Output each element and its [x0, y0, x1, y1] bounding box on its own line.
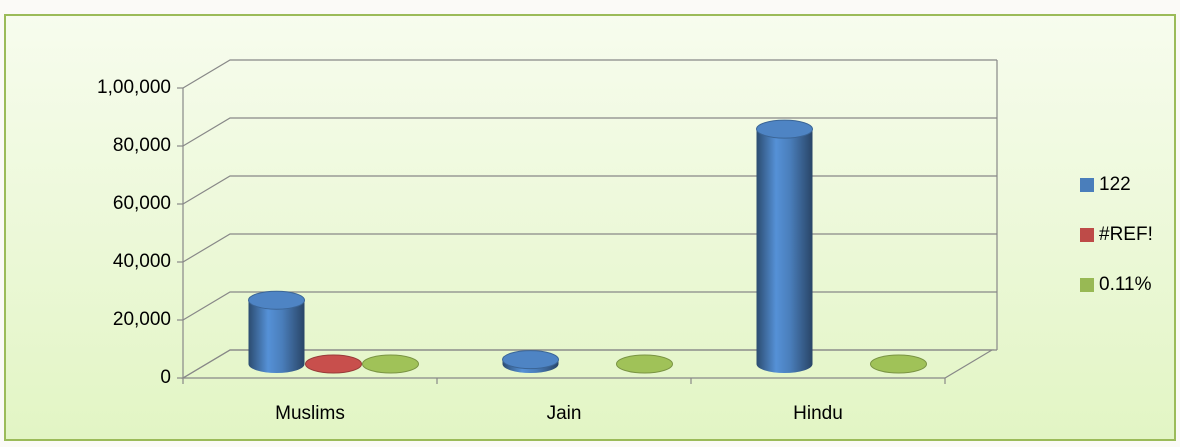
- y-tick-label: 0: [160, 367, 171, 388]
- grid-line: [182, 59, 997, 89]
- grid-line: [182, 349, 997, 379]
- chart-area: [4, 14, 1176, 441]
- y-tick-label: 60,000: [113, 193, 171, 214]
- x-tick-label: Hindu: [793, 403, 843, 424]
- bar-top: [756, 119, 813, 139]
- bar-top: [616, 354, 673, 374]
- grid-line: [182, 233, 997, 263]
- cylinder: [305, 354, 362, 374]
- legend-swatch: [1080, 278, 1094, 292]
- grid-line: [182, 291, 997, 321]
- cylinder: [870, 354, 927, 374]
- y-tick-label: 20,000: [113, 309, 171, 330]
- legend-swatch: [1080, 178, 1094, 192]
- legend-swatch: [1080, 228, 1094, 242]
- cylinder: [502, 350, 559, 374]
- y-tick-label: 1,00,000: [97, 77, 171, 98]
- cylinder: [616, 354, 673, 374]
- y-tick-label: 80,000: [113, 135, 171, 156]
- legend-label: 0.11%: [1099, 274, 1152, 295]
- legend-label: #REF!: [1099, 224, 1153, 245]
- x-tick-label: Muslims: [275, 403, 345, 424]
- grid-line: [182, 175, 997, 205]
- cylinder: [756, 119, 813, 374]
- grid-line: [182, 117, 997, 147]
- y-tick-label: 40,000: [113, 251, 171, 272]
- bar: [756, 129, 813, 374]
- cylinder: [248, 290, 305, 374]
- bar-top: [362, 354, 419, 374]
- bar-top: [248, 290, 305, 310]
- bar: [248, 300, 305, 374]
- bar-top: [502, 350, 559, 370]
- cylinder: [362, 354, 419, 374]
- x-tick-label: Jain: [547, 403, 582, 424]
- legend-label: 122: [1099, 174, 1131, 195]
- bar-top: [870, 354, 927, 374]
- bar-top: [305, 354, 362, 374]
